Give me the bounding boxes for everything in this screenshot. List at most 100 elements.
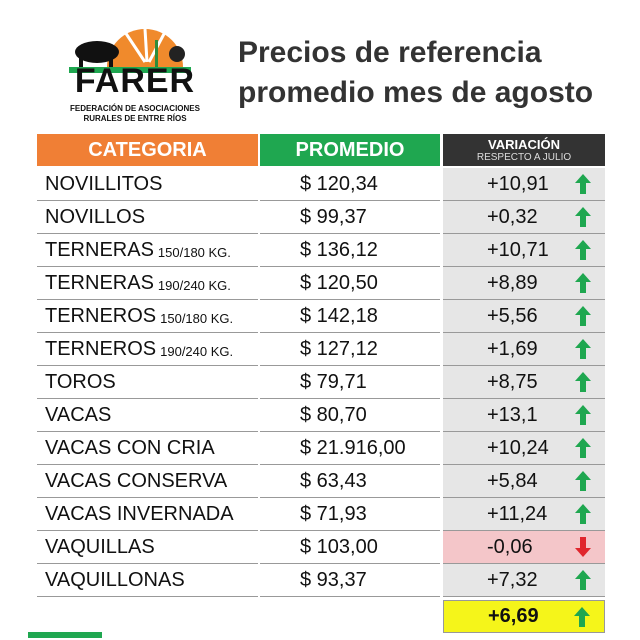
variation: +10,91 <box>487 172 549 195</box>
variation: -0,06 <box>487 535 533 558</box>
variation: +7,32 <box>487 568 538 591</box>
column-header: CATEGORIA <box>37 134 258 166</box>
category: VAQUILLAS <box>45 535 155 558</box>
price-cell: $ 120,50 <box>260 267 440 300</box>
variation-cell: +11,24 <box>443 498 605 531</box>
price-cell: $ 99,37 <box>260 201 440 234</box>
variation-cell: +5,84 <box>443 465 605 498</box>
category-cell: TERNEROS 190/240 KG. <box>37 333 258 366</box>
category: NOVILLOS <box>45 205 146 228</box>
trend-arrow <box>575 240 591 260</box>
price: $ 136,12 <box>300 238 378 261</box>
price: $ 103,00 <box>300 535 378 558</box>
category-detail: 190/240 KG. <box>160 343 234 359</box>
category-cell: VAQUILLONAS <box>37 564 258 597</box>
variation: +0,32 <box>487 205 538 228</box>
variation-cell: +10,71 <box>443 234 605 267</box>
total-variation: +6,69 <box>488 605 539 627</box>
category-cell: TERNERAS 190/240 KG. <box>37 267 258 300</box>
category: NOVILLITOS <box>45 172 163 195</box>
trend-arrow <box>575 306 591 326</box>
variation: +1,69 <box>487 337 538 360</box>
column-header: VARIACIÓN RESPECTO A JULIO <box>443 134 605 166</box>
category: TERNERAS <box>45 271 154 294</box>
price-cell: $ 80,70 <box>260 399 440 432</box>
variation-cell: +8,89 <box>443 267 605 300</box>
category-cell: NOVILLOS <box>37 201 258 234</box>
trend-arrow <box>575 174 591 194</box>
price: $ 71,93 <box>300 502 367 525</box>
category-cell: TOROS <box>37 366 258 399</box>
category-cell: VACAS CONSERVA <box>37 465 258 498</box>
category: VAQUILLONAS <box>45 568 185 591</box>
variation-note: RESPECTO A JULIO <box>476 152 572 163</box>
trend-arrow <box>575 273 591 293</box>
category: TERNERAS <box>45 238 154 261</box>
category-cell: VACAS CON CRIA <box>37 432 258 465</box>
title: promedio mes de agosto <box>238 76 594 109</box>
price: $ 127,12 <box>300 337 378 360</box>
variation: +13,1 <box>487 403 538 426</box>
price-cell: $ 142,18 <box>260 300 440 333</box>
category: VACAS CON CRIA <box>45 436 215 459</box>
price: $ 21.916,00 <box>300 436 406 459</box>
category-cell: VACAS INVERNADA <box>37 498 258 531</box>
category: TERNEROS <box>45 337 157 360</box>
variation: +8,75 <box>487 370 538 393</box>
logo-subtitle: RURALES DE ENTRE RÍOS <box>83 114 187 123</box>
trend-arrow <box>575 570 591 590</box>
variation-cell: +10,24 <box>443 432 605 465</box>
trend-arrow <box>575 405 591 425</box>
price: $ 63,43 <box>300 469 367 492</box>
category-cell: VAQUILLAS <box>37 531 258 564</box>
variation: +5,56 <box>487 304 538 327</box>
trend-arrow <box>575 339 591 359</box>
variation-cell: +5,56 <box>443 300 605 333</box>
variation: +11,24 <box>487 502 548 525</box>
category-cell: TERNEROS 150/180 KG. <box>37 300 258 333</box>
variation-cell: +7,32 <box>443 564 605 597</box>
price: $ 142,18 <box>300 304 378 327</box>
price: $ 79,71 <box>300 370 367 393</box>
title: Precios de referencia <box>238 36 542 69</box>
trend-arrow <box>575 438 591 458</box>
variation-cell: +13,1 <box>443 399 605 432</box>
category: VACAS CONSERVA <box>45 469 228 492</box>
variation-cell: +10,91 <box>443 168 605 201</box>
trend-arrow <box>575 471 591 491</box>
logo-graphic <box>69 28 191 73</box>
variation-cell: +8,75 <box>443 366 605 399</box>
category-detail: 150/180 KG. <box>157 244 231 260</box>
total-cell: +6,69 <box>443 600 605 633</box>
category-detail: 190/240 KG. <box>157 277 231 293</box>
category: TERNEROS <box>45 304 157 327</box>
variation-cell: +0,32 <box>443 201 605 234</box>
price-cell: $ 103,00 <box>260 531 440 564</box>
price: $ 99,37 <box>300 205 367 228</box>
price-cell: $ 79,71 <box>260 366 440 399</box>
price-cell: $ 120,34 <box>260 168 440 201</box>
variation: +10,24 <box>487 436 549 459</box>
trend-arrow <box>575 504 591 524</box>
variation: +10,71 <box>487 238 549 261</box>
category-cell: TERNERAS 150/180 KG. <box>37 234 258 267</box>
variation: +5,84 <box>487 469 538 492</box>
category-detail: 150/180 KG. <box>160 310 234 326</box>
price: $ 93,37 <box>300 568 367 591</box>
price-cell: $ 127,12 <box>260 333 440 366</box>
price-cell: $ 93,37 <box>260 564 440 597</box>
variation-cell: -0,06 <box>443 531 605 564</box>
logo-subtitle: FEDERACIÓN DE ASOCIACIONES <box>70 104 200 113</box>
trend-arrow <box>575 372 591 392</box>
price-cell: $ 21.916,00 <box>260 432 440 465</box>
variation-cell: +1,69 <box>443 333 605 366</box>
trend-arrow <box>575 207 591 227</box>
category: TOROS <box>45 370 116 393</box>
trend-arrow <box>574 607 590 627</box>
price: $ 80,70 <box>300 403 367 426</box>
price: $ 120,50 <box>300 271 378 294</box>
variation: +8,89 <box>487 271 538 294</box>
variation-header: VARIACIÓN <box>488 137 560 152</box>
decor-bar <box>28 632 102 638</box>
